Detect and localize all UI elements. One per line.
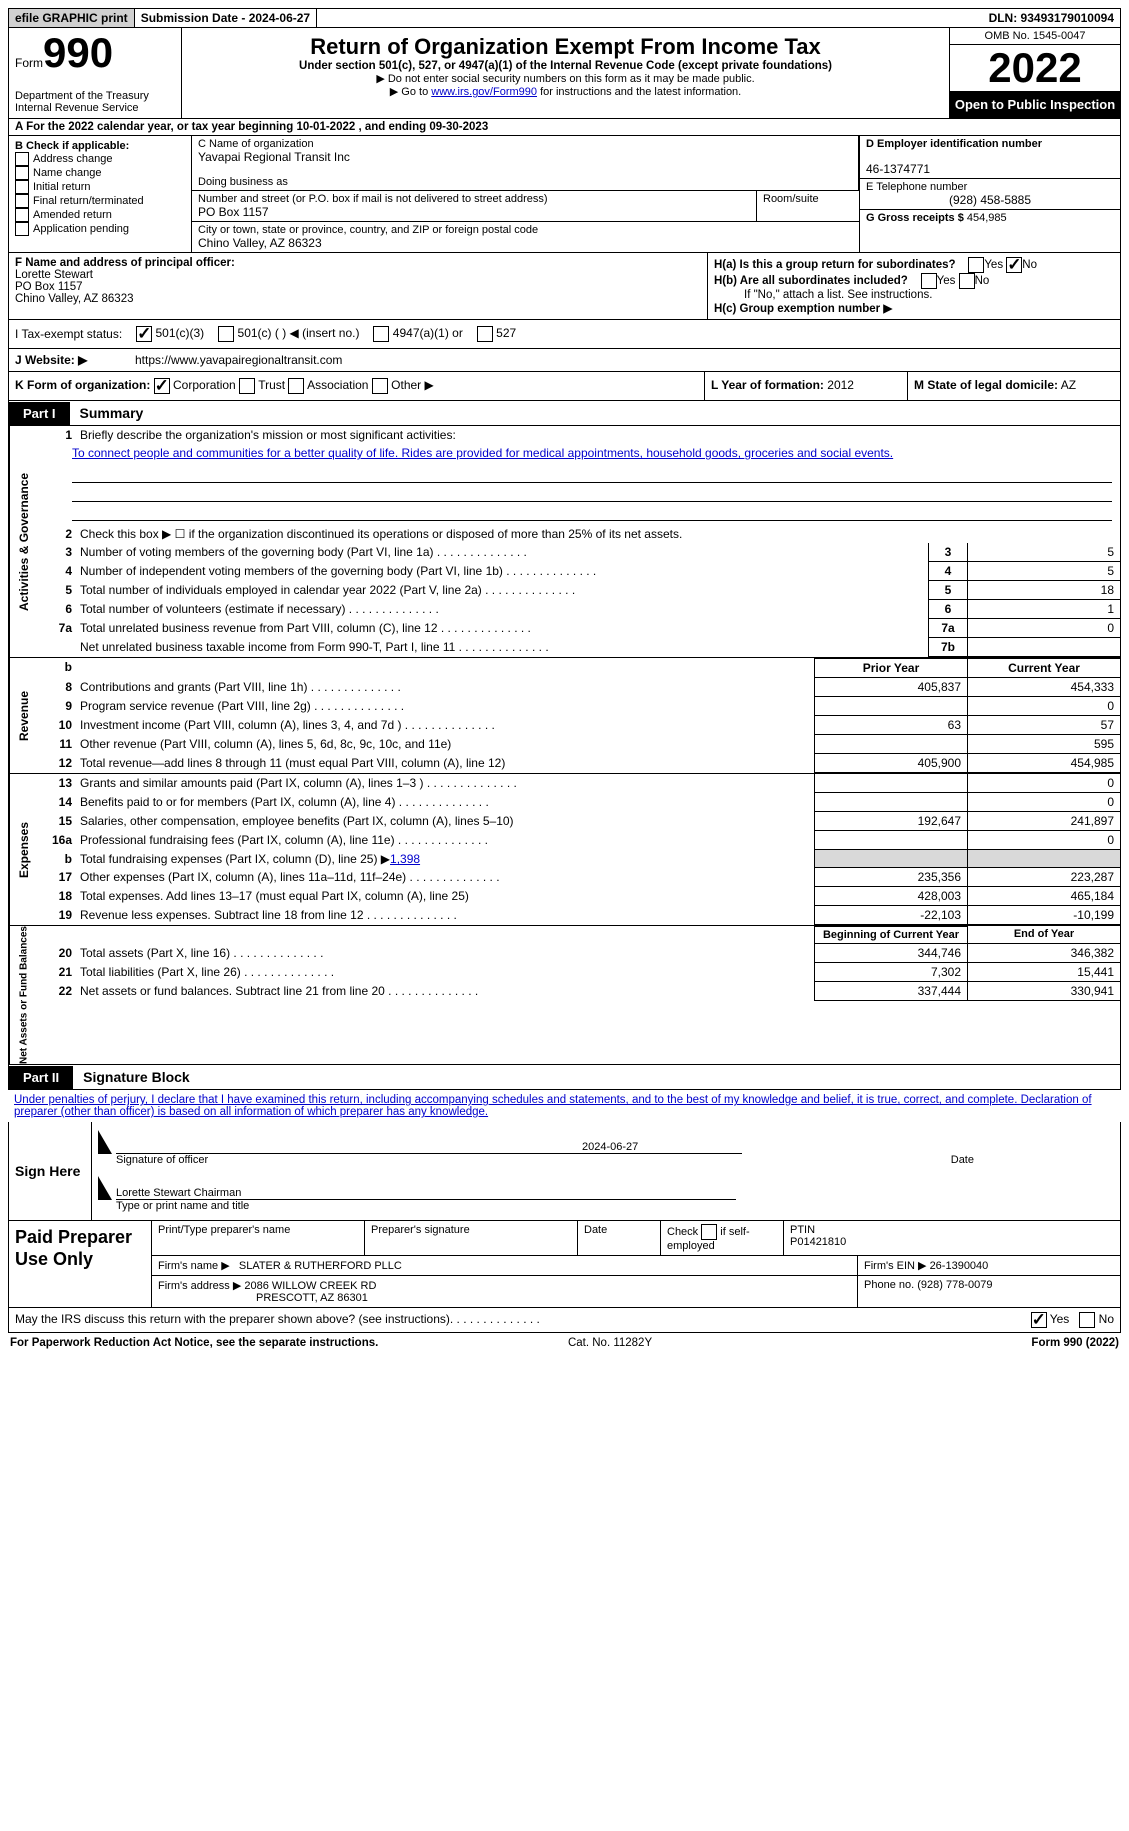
row-i-exempt-status: I Tax-exempt status: 501(c)(3) 501(c) ( … — [8, 320, 1121, 349]
state-domicile: AZ — [1061, 378, 1076, 392]
form-header: Form990 Department of the Treasury Inter… — [8, 28, 1121, 119]
gross-receipts: 454,985 — [967, 212, 1007, 224]
org-name: Yavapai Regional Transit Inc — [198, 150, 350, 164]
ck-ha-yes[interactable] — [968, 257, 984, 273]
firm-phone: (928) 778-0079 — [917, 1279, 992, 1291]
org-street: PO Box 1157 — [198, 205, 269, 219]
ck-hb-no[interactable] — [959, 273, 975, 289]
v5: 18 — [967, 581, 1120, 600]
ck-ha-no[interactable] — [1006, 257, 1022, 273]
form-note-1: ▶ Do not enter social security numbers o… — [190, 72, 941, 85]
penalties-text: Under penalties of perjury, I declare th… — [8, 1090, 1121, 1122]
ck-trust[interactable] — [239, 378, 255, 394]
ck-501c[interactable] — [218, 326, 234, 342]
row-a-tax-year: A For the 2022 calendar year, or tax yea… — [8, 119, 1121, 136]
website-url[interactable]: https://www.yavapairegionaltransit.com — [135, 353, 342, 367]
arrow-icon — [98, 1130, 112, 1154]
ck-other[interactable] — [372, 378, 388, 394]
submission-date: Submission Date - 2024-06-27 — [135, 9, 317, 27]
part-ii-header: Part II Signature Block — [8, 1065, 1121, 1090]
ck-hb-yes[interactable] — [921, 273, 937, 289]
row-klm: K Form of organization: Corporation Trus… — [8, 372, 1121, 401]
row-fgh: F Name and address of principal officer:… — [8, 252, 1121, 320]
ck-527[interactable] — [477, 326, 493, 342]
ck-name-change[interactable] — [15, 166, 29, 180]
ck-501c3[interactable] — [136, 326, 152, 342]
ck-4947[interactable] — [373, 326, 389, 342]
row-j-website: J Website: ▶ https://www.yavapairegional… — [8, 349, 1121, 372]
tax-year: 2022 — [950, 45, 1120, 91]
col-de: D Employer identification number46-13747… — [859, 136, 1120, 252]
officer-name: Lorette Stewart — [15, 269, 93, 281]
ck-discuss-yes[interactable] — [1031, 1312, 1047, 1328]
firm-name: SLATER & RUTHERFORD PLLC — [239, 1260, 402, 1272]
ck-amended-return[interactable] — [15, 208, 29, 222]
ck-application-pending[interactable] — [15, 222, 29, 236]
omb-number: OMB No. 1545-0047 — [950, 28, 1120, 45]
activities-governance: Activities & Governance 1Briefly describ… — [8, 426, 1121, 658]
dln: DLN: 93493179010094 — [983, 9, 1120, 27]
v4: 5 — [967, 562, 1120, 581]
ck-address-change[interactable] — [15, 152, 29, 166]
firm-addr1: 2086 WILLOW CREEK RD — [244, 1280, 376, 1292]
officer-name-title: Lorette Stewart Chairman — [116, 1187, 736, 1200]
arrow-icon — [98, 1176, 112, 1200]
firm-ein: 26-1390040 — [930, 1260, 989, 1272]
form-title: Return of Organization Exempt From Incom… — [190, 34, 941, 60]
fundraising-link[interactable]: 1,398 — [390, 852, 420, 866]
v7b — [967, 638, 1120, 657]
ptin: P01421810 — [790, 1236, 846, 1248]
ck-discuss-no[interactable] — [1079, 1312, 1095, 1328]
net-assets-section: Net Assets or Fund Balances Beginning of… — [8, 926, 1121, 1065]
paid-preparer-row: Paid Preparer Use Only Print/Type prepar… — [8, 1221, 1121, 1308]
part-i-header: Part I Summary — [8, 401, 1121, 426]
sign-here-row: Sign Here 2024-06-27 Signature of office… — [8, 1122, 1121, 1221]
officer-signature[interactable] — [116, 1135, 576, 1154]
page-footer: For Paperwork Reduction Act Notice, see … — [8, 1333, 1121, 1353]
v3: 5 — [967, 543, 1120, 562]
telephone: (928) 458-5885 — [866, 193, 1114, 207]
revenue-section: Revenue bPrior YearCurrent Year 8Contrib… — [8, 658, 1121, 774]
open-to-public: Open to Public Inspection — [950, 91, 1120, 118]
discuss-row: May the IRS discuss this return with the… — [8, 1308, 1121, 1333]
form-subtitle: Under section 501(c), 527, or 4947(a)(1)… — [190, 60, 941, 72]
form-note-2: ▶ Go to www.irs.gov/Form990 for instruct… — [190, 85, 941, 98]
v6: 1 — [967, 600, 1120, 619]
ck-final-return[interactable] — [15, 194, 29, 208]
mission-text[interactable]: To connect people and communities for a … — [72, 446, 893, 460]
v7a: 0 — [967, 619, 1120, 638]
form-number: Form990 — [15, 32, 175, 74]
dept-treasury: Department of the Treasury Internal Reve… — [15, 90, 175, 114]
section-bcd: B Check if applicable: Address change Na… — [8, 136, 1121, 252]
efile-print-button[interactable]: efile GRAPHIC print — [9, 9, 135, 27]
irs-link[interactable]: www.irs.gov/Form990 — [431, 86, 537, 98]
sig-date: 2024-06-27 — [576, 1141, 742, 1154]
ck-corp[interactable] — [154, 378, 170, 394]
year-formation: 2012 — [827, 378, 854, 392]
col-c-org-info: C Name of organization Yavapai Regional … — [192, 136, 859, 252]
ck-initial-return[interactable] — [15, 180, 29, 194]
ein: 46-1374771 — [866, 162, 930, 176]
col-b-checkboxes: B Check if applicable: Address change Na… — [9, 136, 192, 252]
expenses-section: Expenses 13Grants and similar amounts pa… — [8, 774, 1121, 926]
org-city: Chino Valley, AZ 86323 — [198, 236, 322, 250]
top-bar: efile GRAPHIC print Submission Date - 20… — [8, 8, 1121, 28]
ck-assoc[interactable] — [288, 378, 304, 394]
ck-self-employed[interactable] — [701, 1224, 717, 1240]
